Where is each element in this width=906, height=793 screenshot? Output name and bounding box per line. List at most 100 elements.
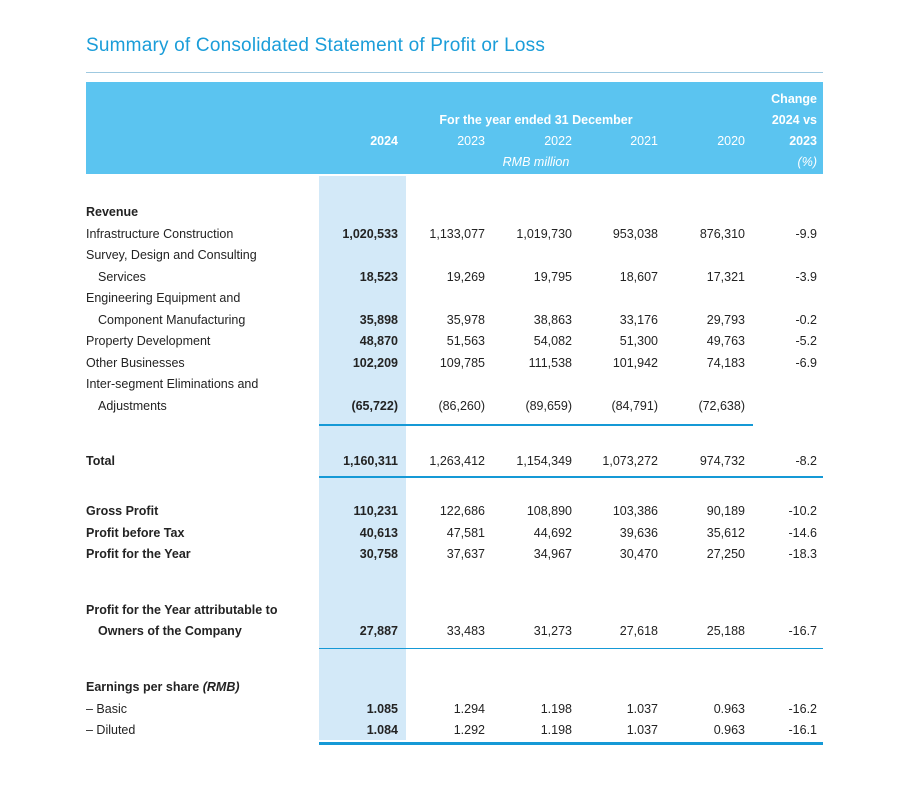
cell-year-1: 51,563 (446, 334, 485, 348)
cell-year-2 (493, 677, 580, 699)
table-row: Total 1,160,311 1,263,412 1,154,349 1,073,27… (86, 451, 823, 473)
cell-year-3: 953,038 (612, 226, 658, 241)
cell-year-0: 48,870 (359, 334, 398, 348)
cell-year-4: 17,321 (706, 269, 745, 284)
cell-year-3: 27,618 (619, 624, 658, 638)
cell-year-0: 27,887 (359, 624, 398, 638)
cell-change: -0.2 (795, 312, 817, 327)
cell-year-3: 18,607 (619, 269, 658, 284)
cell-change: -16.2 (788, 701, 818, 716)
cell-year-4: 90,189 (706, 504, 745, 518)
cell-year-0: 1.085 (366, 701, 398, 716)
cell-year-2 (493, 245, 580, 267)
row-spacer (86, 566, 823, 600)
cell-year-2: 38,863 (533, 312, 572, 327)
row-spacer (86, 426, 823, 451)
row-spacer (86, 478, 823, 501)
cell-year-3 (580, 600, 666, 622)
table-row: Profit before Tax 40,613 47,581 44,692 39,63… (86, 523, 823, 545)
cell-year-0: 110,231 (353, 504, 399, 518)
table-row: Component Manufacturing 35,898 35,978 38,86… (86, 310, 823, 332)
cell-year-0 (319, 677, 406, 699)
period-header: For the year ended 31 December (439, 113, 633, 127)
cell-year-2: 31,273 (533, 624, 572, 638)
cell-year-3: 1.037 (626, 723, 658, 737)
row-spacer (86, 417, 823, 424)
cell-year-2: 1.198 (540, 723, 572, 737)
cell-year-2: 1,019,730 (516, 226, 572, 241)
table-row: Owners of the Company 27,887 33,483 31,273 2… (86, 621, 823, 643)
cell-year-1 (406, 288, 493, 310)
cell-year-1 (406, 677, 493, 699)
table-rule (319, 424, 753, 426)
cell-year-1: 37,637 (446, 547, 485, 561)
cell-year-2: 54,082 (533, 334, 572, 348)
row-label-suffix: (RMB) (202, 680, 240, 694)
cell-year-1 (406, 202, 493, 224)
cell-year-0: 30,758 (359, 547, 398, 561)
row-label: Earnings per share (RMB) (86, 680, 240, 694)
table-row: Services 18,523 19,269 19,795 18,607 17,321 -3… (86, 267, 823, 289)
cell-year-4: 49,763 (706, 334, 745, 348)
cell-change (753, 600, 823, 622)
cell-year-2 (493, 202, 580, 224)
cell-year-0 (319, 202, 406, 224)
cell-year-4: 876,310 (699, 226, 745, 241)
profit-loss-table: Change For the year ended 31 December 20… (86, 82, 823, 745)
table-body: Revenue Infrastructure Construction 1,020,… (86, 174, 823, 745)
title-divider (86, 72, 823, 73)
table-header: Change For the year ended 31 December 20… (86, 82, 823, 174)
cell-year-0: 102,209 (352, 355, 398, 370)
year-header-2023: 2023 (457, 134, 485, 148)
cell-year-2 (493, 600, 580, 622)
cell-year-0 (319, 288, 406, 310)
cell-year-1: 19,269 (446, 269, 485, 284)
cell-year-3: 103,386 (612, 504, 658, 518)
cell-year-4 (666, 202, 753, 224)
table-row: Gross Profit 110,231 122,686 108,890 103,386… (86, 501, 823, 523)
cell-year-2: 108,890 (526, 504, 572, 518)
row-label: Gross Profit (86, 504, 159, 518)
cell-year-1: 1,133,077 (429, 226, 485, 241)
cell-change (753, 245, 823, 267)
change-header-line1: Change (771, 92, 817, 106)
cell-change: -10.2 (788, 504, 818, 518)
cell-year-3 (580, 374, 666, 396)
cell-year-4: 35,612 (706, 525, 745, 540)
cell-year-3: 51,300 (619, 334, 658, 348)
cell-year-3: 39,636 (619, 525, 658, 540)
cell-year-4 (666, 288, 753, 310)
cell-change: -16.7 (788, 624, 818, 638)
cell-year-0: 1.084 (366, 723, 398, 737)
cell-year-1: 47,581 (446, 525, 485, 540)
cell-year-3: 101,942 (612, 355, 658, 370)
cell-change: -8.2 (795, 453, 817, 468)
table-row: – Basic 1.085 1.294 1.198 1.037 0.963 -16.2 (86, 699, 823, 721)
cell-year-3 (580, 677, 666, 699)
cell-year-0 (319, 374, 406, 396)
row-label: Survey, Design and Consulting (86, 248, 257, 262)
change-header-line3: 2023 (789, 134, 817, 148)
cell-change (753, 677, 823, 699)
cell-change (753, 288, 823, 310)
table-rule (319, 741, 823, 745)
header-line-4: RMB million (%) (86, 152, 823, 173)
cell-year-4: 974,732 (699, 453, 745, 468)
table-row: Infrastructure Construction 1,020,533 1,13… (86, 224, 823, 246)
cell-year-3 (580, 288, 666, 310)
change-header-line2: 2024 vs (771, 113, 817, 127)
table-row: Profit for the Year attributable to (86, 600, 823, 622)
cell-year-3: 30,470 (619, 547, 658, 561)
cell-year-3: 1,073,272 (602, 453, 658, 468)
cell-year-3: 1.037 (626, 701, 658, 716)
cell-year-3: 33,176 (619, 312, 658, 327)
cell-year-4: 29,793 (706, 312, 745, 327)
cell-year-4: 0.963 (713, 723, 745, 737)
cell-year-1 (406, 245, 493, 267)
year-header-2021: 2021 (630, 134, 658, 148)
cell-year-1: 33,483 (446, 624, 485, 638)
cell-year-4: 25,188 (706, 624, 745, 638)
row-label: Profit before Tax (86, 525, 185, 540)
table-row: – Diluted 1.084 1.292 1.198 1.037 0.963 -16.1 (86, 720, 823, 742)
cell-year-1: 122,686 (439, 504, 485, 518)
